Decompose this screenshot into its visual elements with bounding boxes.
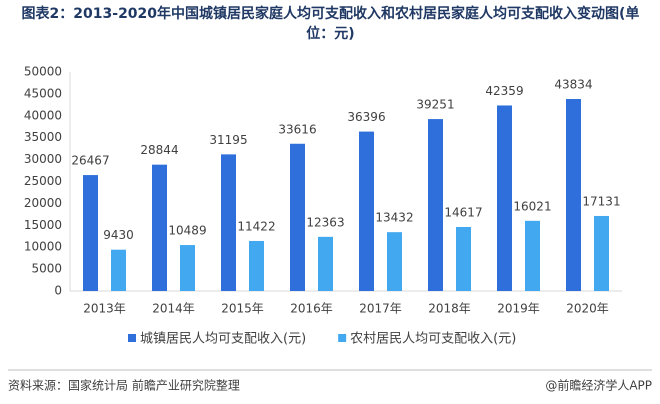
x-tick-label: 2019年 bbox=[497, 302, 540, 316]
y-tick-label: 35000 bbox=[24, 130, 62, 144]
y-tick-label: 0 bbox=[54, 284, 62, 298]
x-tick-label: 2015年 bbox=[221, 302, 264, 316]
value-label: 17131 bbox=[582, 194, 620, 208]
legend-swatch bbox=[128, 334, 136, 342]
bar bbox=[359, 131, 374, 291]
y-tick-label: 30000 bbox=[24, 152, 62, 166]
value-label: 14617 bbox=[444, 205, 482, 219]
y-tick-label: 10000 bbox=[24, 240, 62, 254]
bar bbox=[152, 164, 167, 291]
value-label: 39251 bbox=[416, 98, 454, 112]
y-tick-label: 50000 bbox=[24, 65, 62, 79]
value-label: 33616 bbox=[278, 122, 316, 136]
bar bbox=[566, 99, 581, 291]
bar bbox=[83, 175, 98, 291]
x-tick-label: 2014年 bbox=[152, 302, 195, 316]
bar bbox=[594, 215, 609, 291]
y-tick-label: 40000 bbox=[24, 108, 62, 122]
value-label: 13432 bbox=[375, 211, 413, 225]
x-tick-label: 2016年 bbox=[290, 302, 333, 316]
bar bbox=[221, 154, 236, 291]
bar bbox=[387, 232, 402, 291]
bar bbox=[497, 105, 512, 291]
x-tick-label: 2013年 bbox=[83, 302, 126, 316]
y-tick-label: 25000 bbox=[24, 174, 62, 188]
legend-swatch bbox=[338, 334, 347, 342]
bar bbox=[249, 240, 264, 291]
value-label: 10489 bbox=[168, 224, 206, 238]
y-tick-label: 5000 bbox=[31, 262, 62, 276]
value-label: 12363 bbox=[306, 215, 344, 229]
legend-label: 城镇居民人均可支配收入(元) bbox=[140, 332, 306, 347]
x-tick-label: 2020年 bbox=[566, 302, 609, 316]
y-tick-label: 20000 bbox=[24, 196, 62, 210]
value-label: 43834 bbox=[554, 78, 592, 92]
value-label: 31195 bbox=[209, 133, 247, 147]
value-label: 11422 bbox=[237, 219, 275, 233]
source: 资料来源：国家统计局 前瞻产业研究院整理 bbox=[8, 378, 240, 393]
value-label: 9430 bbox=[103, 228, 134, 242]
bar bbox=[525, 220, 540, 291]
y-tick-label: 45000 bbox=[24, 86, 62, 100]
value-label: 28844 bbox=[140, 143, 178, 157]
value-label: 16021 bbox=[513, 199, 551, 213]
x-tick-label: 2017年 bbox=[359, 302, 402, 316]
bar bbox=[428, 119, 443, 291]
bar bbox=[456, 226, 471, 291]
value-label: 42359 bbox=[485, 84, 523, 98]
legend-label: 农村居民人均可支配收入(元) bbox=[350, 332, 516, 347]
value-label: 26467 bbox=[71, 154, 109, 168]
x-tick-label: 2018年 bbox=[428, 302, 471, 316]
y-tick-label: 15000 bbox=[24, 218, 62, 232]
value-label: 36396 bbox=[347, 110, 385, 124]
bar bbox=[290, 143, 305, 291]
bar bbox=[180, 245, 195, 291]
title-box: 图表2：2013-2020年中国城镇居民家庭人均可支配收入和农村居民家庭人均可支… bbox=[21, 6, 640, 42]
credit: @前瞻经济学人APP bbox=[545, 378, 652, 393]
bar bbox=[318, 236, 333, 291]
chart-title: 图表2：2013-2020年中国城镇居民家庭人均可支配收入和农村居民家庭人均可支… bbox=[21, 6, 640, 42]
bar bbox=[111, 249, 126, 291]
